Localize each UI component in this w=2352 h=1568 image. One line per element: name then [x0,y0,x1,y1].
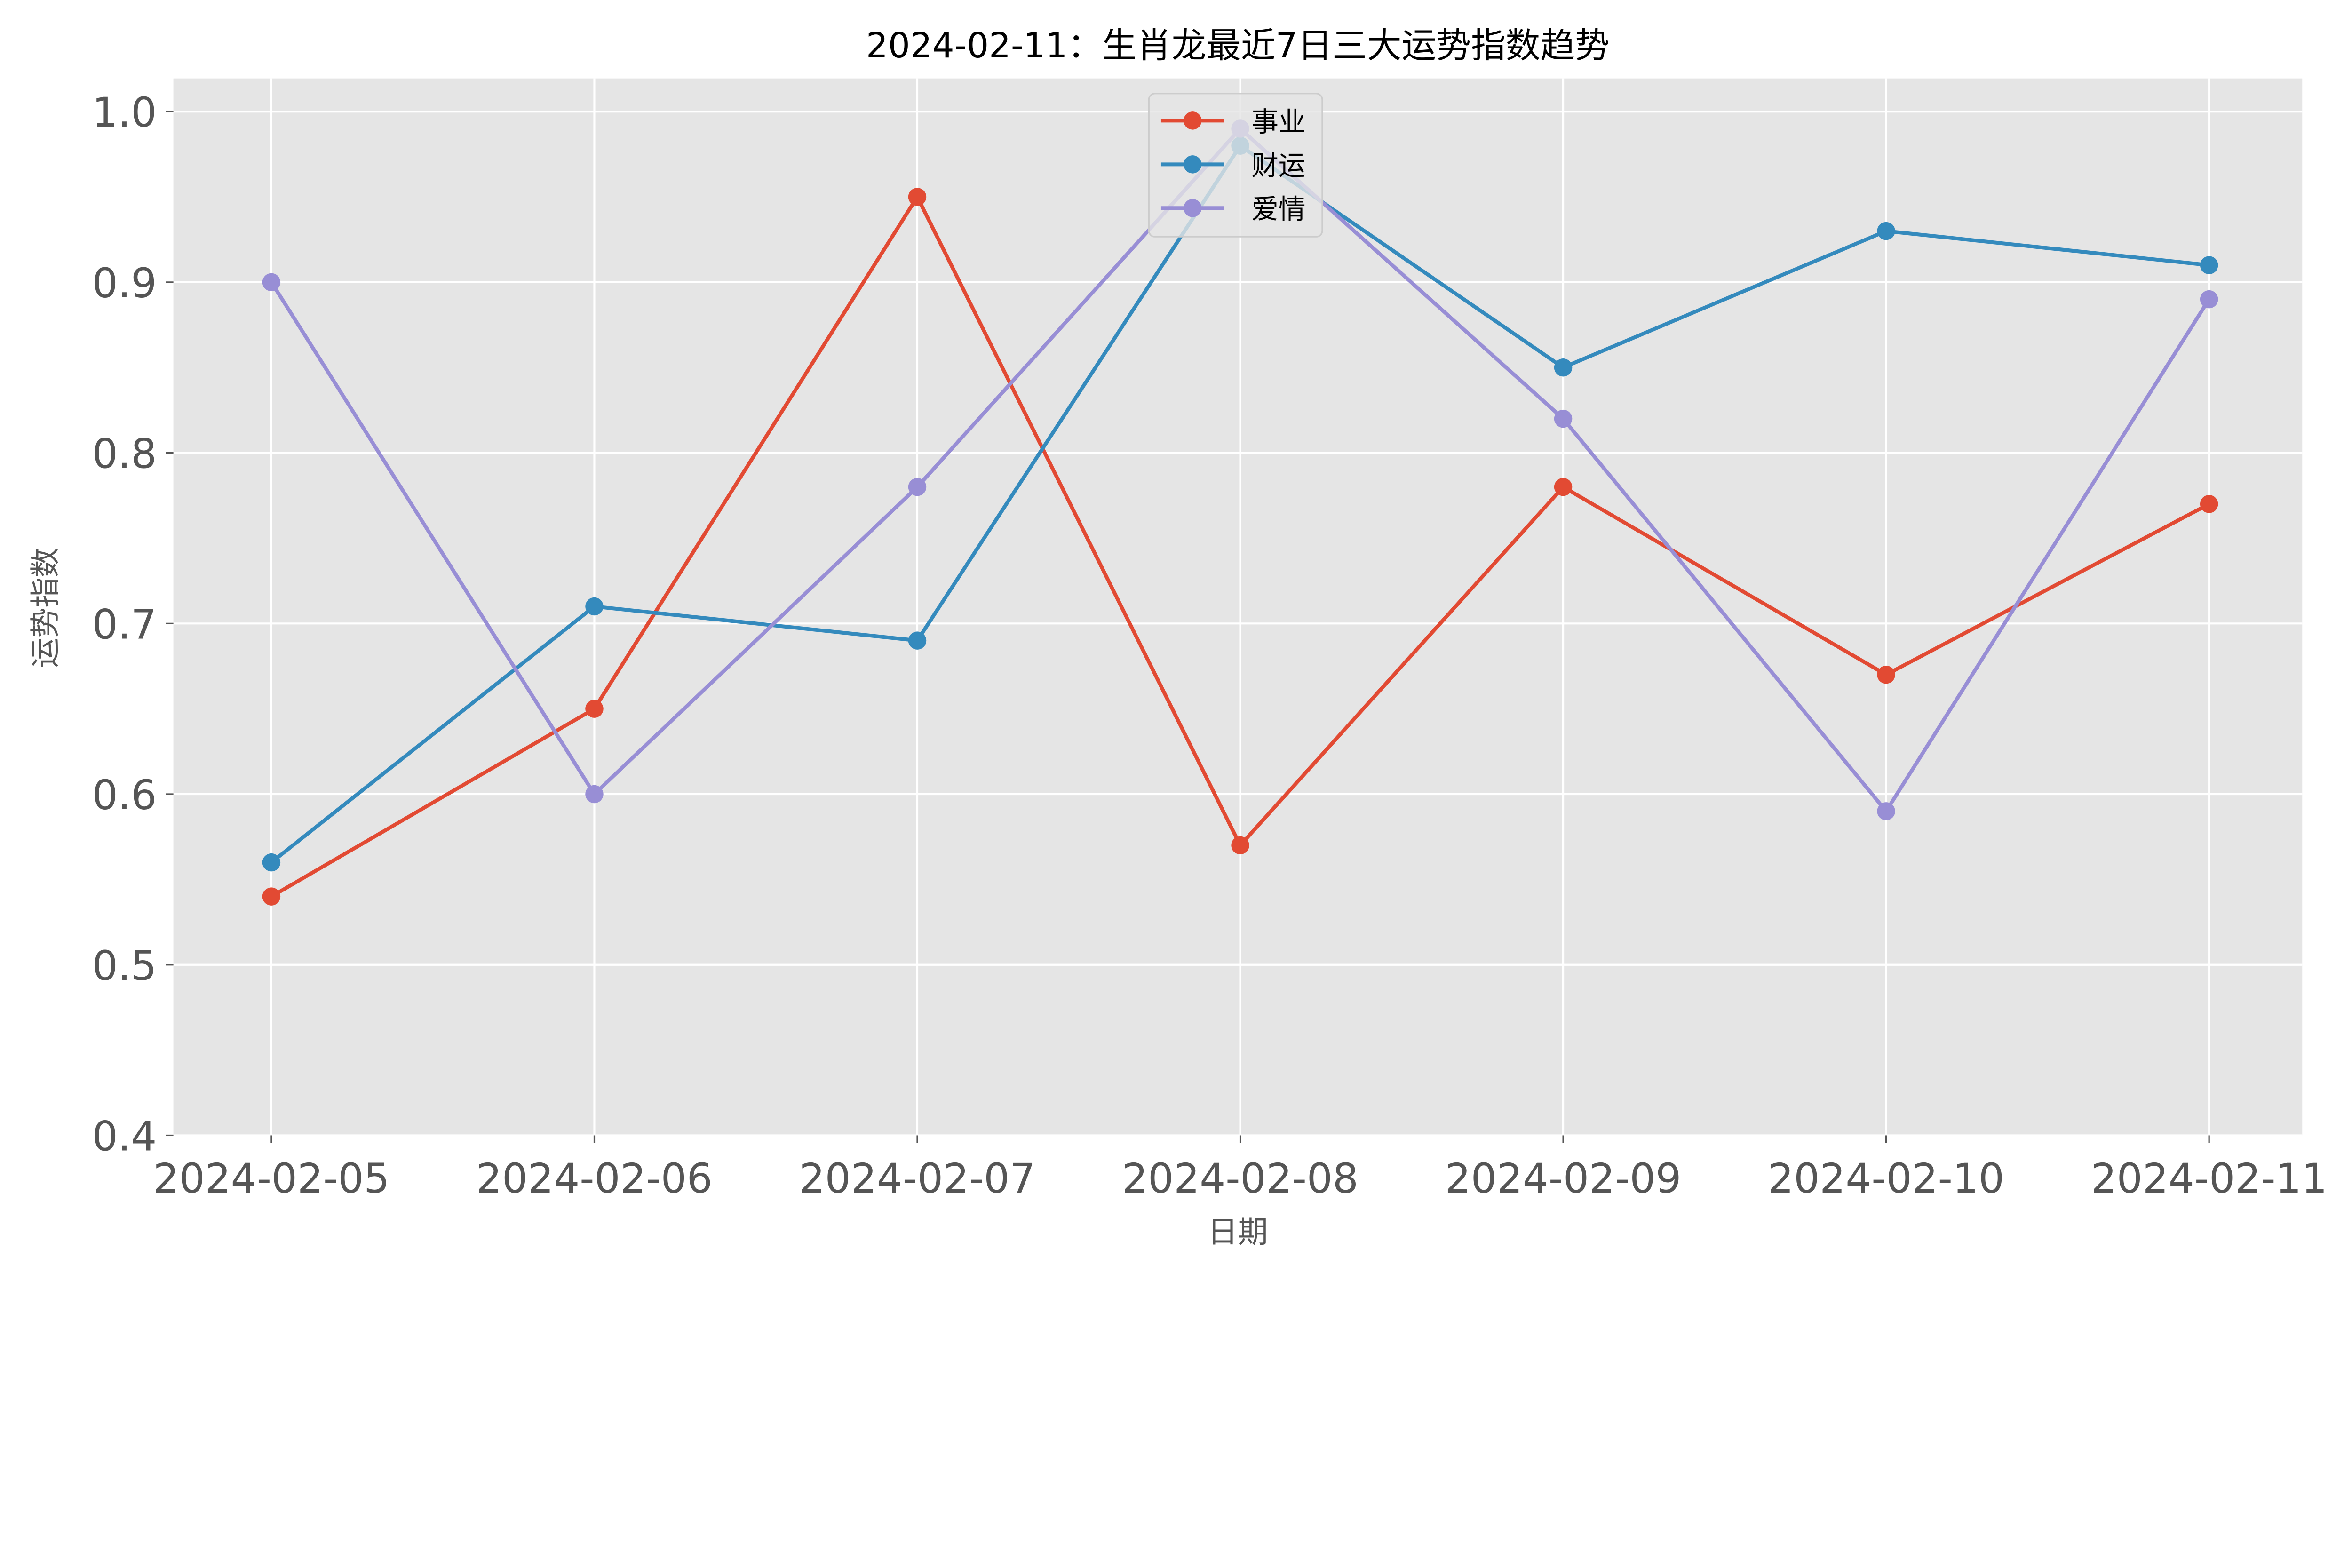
data-point [1554,409,1573,428]
data-point [1877,665,1895,684]
y-tick-label: 0.8 [92,431,157,478]
x-tick-label: 2024-02-08 [1122,1155,1359,1202]
y-tick-label: 0.9 [92,260,157,307]
y-axis-label: 运势指数 [29,547,64,668]
data-point [908,478,927,496]
data-point [262,887,281,906]
y-tick-label: 0.6 [92,772,157,819]
legend-marker [1184,111,1202,130]
y-tick-label: 0.5 [92,943,157,990]
chart-title: 2024-02-11：生肖龙最近7日三大运势指数趋势 [866,26,1610,66]
data-point [1231,836,1249,855]
data-point [262,853,281,872]
data-point [262,273,281,292]
x-tick-label: 2024-02-06 [476,1155,713,1202]
x-axis-label: 日期 [1208,1215,1268,1250]
x-tick-label: 2024-02-09 [1445,1155,1682,1202]
data-point [908,188,927,206]
data-point [908,631,927,650]
data-point [2200,290,2218,309]
legend-marker [1184,199,1202,217]
legend-label: 财运 [1251,150,1305,182]
x-tick-label: 2024-02-11 [2091,1155,2328,1202]
data-point [585,785,604,804]
grid [173,78,2303,1137]
line-chart: 0.40.50.60.70.80.91.0 2024-02-05 2024-02-… [29,26,2328,1250]
x-tick-label: 2024-02-10 [1768,1155,2004,1202]
data-point [1554,478,1573,496]
legend-label: 爱情 [1251,193,1305,225]
y-tick-label: 0.4 [92,1114,157,1161]
y-tick-label: 0.7 [92,601,157,648]
data-point [585,700,604,718]
x-tick-label: 2024-02-05 [153,1155,390,1202]
y-ticks: 0.4 0.5 0.6 0.7 0.8 0.9 1.0 [92,89,174,1161]
data-point [1877,802,1895,820]
data-point [1554,358,1573,377]
legend-marker [1184,155,1202,174]
plot-background [173,78,2303,1136]
data-point [2200,256,2218,274]
x-tick-label: 2024-02-07 [799,1155,1036,1202]
y-tick-label: 1.0 [92,89,157,136]
data-point [1877,222,1895,240]
legend-label: 事业 [1251,106,1305,138]
x-ticks: 2024-02-05 2024-02-06 2024-02-07 2024-02-08… [153,1135,2328,1202]
data-point [2200,495,2218,513]
data-point [585,597,604,616]
